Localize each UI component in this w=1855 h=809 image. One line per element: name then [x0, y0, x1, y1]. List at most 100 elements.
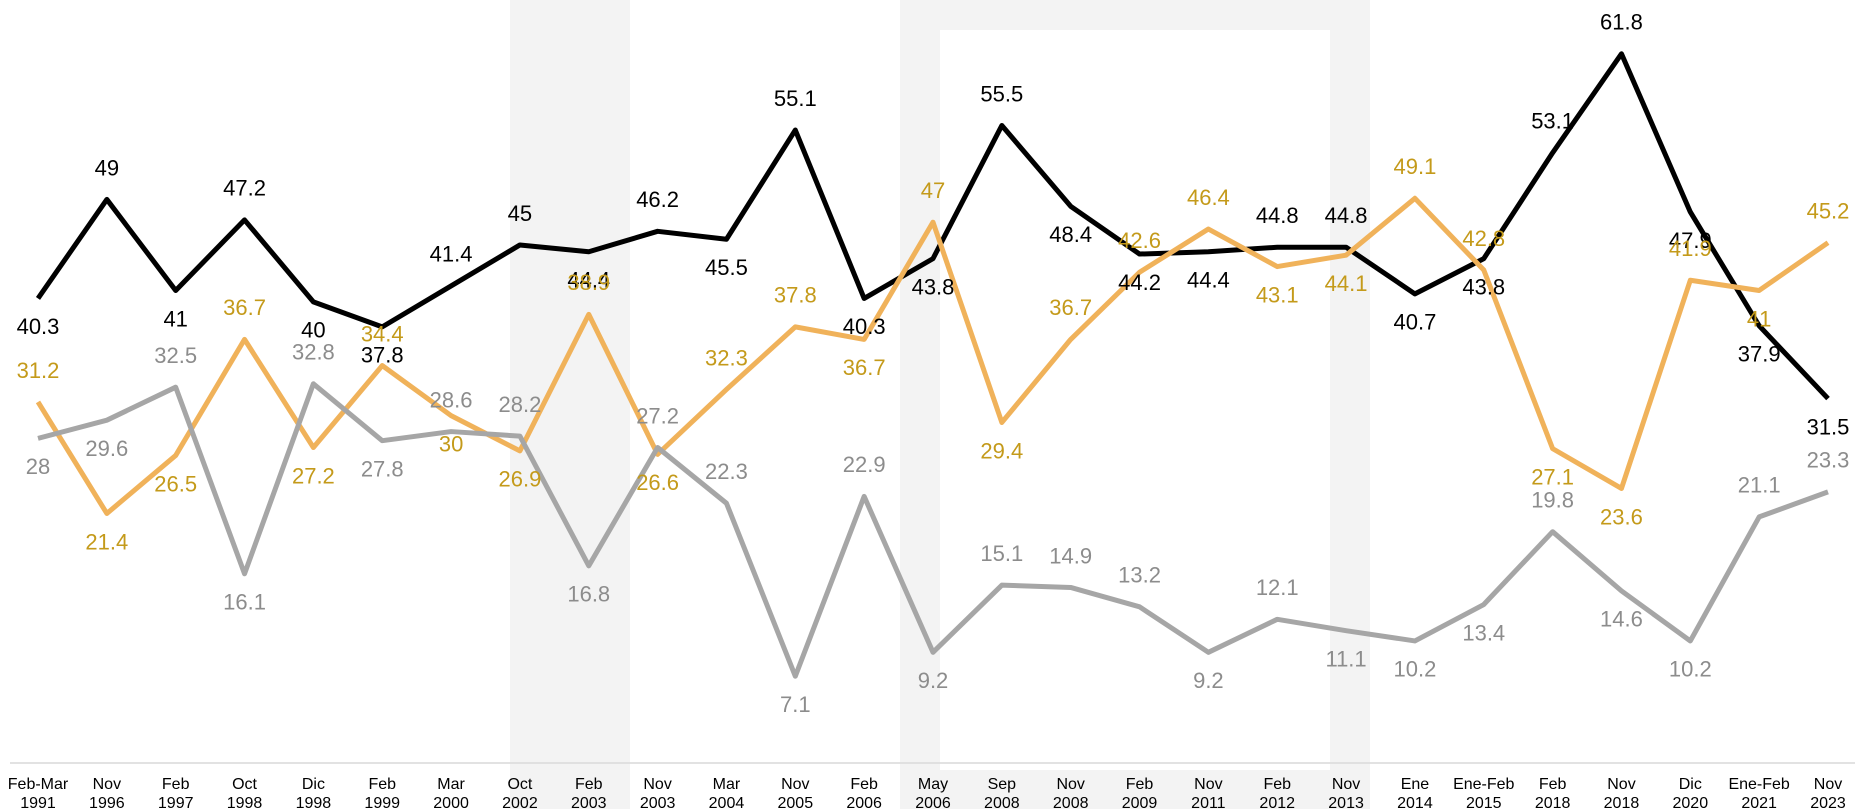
x-tick-label-line: 1997 — [158, 795, 194, 809]
data-label: 28 — [26, 454, 50, 479]
x-tick-label: Mar 2000 — [433, 776, 469, 809]
x-tick-label: Nov 2008 — [1053, 776, 1089, 809]
data-label: 36.7 — [843, 355, 886, 380]
data-label: 32.3 — [705, 345, 748, 370]
x-tick-label-line: 2023 — [1810, 795, 1846, 809]
x-tick-label: Nov 2011 — [1191, 776, 1226, 809]
x-tick-label-line: Feb — [1263, 776, 1291, 793]
x-tick-label-line: 2003 — [640, 795, 676, 809]
data-label: 45 — [508, 201, 532, 226]
x-tick-label-line: Sep — [988, 776, 1017, 793]
data-label: 11.1 — [1325, 647, 1366, 672]
data-label: 53.1 — [1531, 109, 1574, 134]
data-label: 44.2 — [1118, 270, 1161, 295]
data-label: 12.1 — [1256, 575, 1299, 600]
x-tick-label: Nov 2023 — [1810, 776, 1846, 809]
x-tick-label-line: Mar — [713, 776, 741, 793]
data-label: 49.1 — [1394, 154, 1437, 179]
data-label: 46.4 — [1187, 185, 1230, 210]
data-label: 40 — [301, 318, 325, 343]
data-label: 13.2 — [1118, 563, 1161, 588]
data-label: 27.8 — [361, 456, 404, 481]
data-label: 45.5 — [705, 255, 748, 280]
data-label: 37.8 — [361, 343, 404, 368]
data-label: 28.2 — [499, 392, 542, 417]
x-tick-label: Feb 1999 — [364, 776, 400, 809]
x-tick-label-line: 1998 — [227, 795, 263, 809]
data-label: 45.2 — [1807, 198, 1850, 223]
data-label: 13.4 — [1462, 620, 1505, 645]
data-label: 31.5 — [1807, 414, 1850, 439]
data-label: 9.2 — [1193, 668, 1224, 693]
data-label: 23.6 — [1600, 504, 1643, 529]
data-label: 15.1 — [980, 541, 1023, 566]
data-label: 26.5 — [154, 471, 197, 496]
data-label: 29.6 — [85, 436, 128, 461]
data-label: 10.2 — [1394, 657, 1437, 682]
data-label: 36.7 — [1049, 295, 1092, 320]
x-tick-label-line: 2018 — [1535, 795, 1571, 809]
x-tick-label-line: Nov — [781, 776, 809, 793]
data-label: 34.4 — [361, 321, 404, 346]
x-tick-label-line: 2006 — [846, 795, 882, 809]
x-tick-label-line: Ene-Feb — [1453, 776, 1514, 793]
data-label: 7.1 — [780, 692, 811, 717]
data-label: 14.9 — [1049, 543, 1092, 568]
data-label: 30 — [439, 431, 463, 456]
data-label: 22.3 — [705, 459, 748, 484]
x-tick-label-line: 2005 — [778, 795, 814, 809]
data-label: 22.9 — [843, 452, 886, 477]
x-tick-label-line: 2008 — [1053, 795, 1089, 809]
data-label: 28.6 — [430, 387, 473, 412]
x-tick-label: Ene-Feb 2021 — [1728, 776, 1789, 809]
data-label: 37.9 — [1738, 342, 1781, 367]
x-tick-label: Feb 2009 — [1122, 776, 1158, 809]
data-label: 21.4 — [85, 529, 128, 554]
x-tick-label-line: 2018 — [1604, 795, 1640, 809]
x-tick-label-line: Nov — [1814, 776, 1842, 793]
x-tick-label: May 2006 — [915, 776, 951, 809]
x-tick-label-line: Feb-Mar — [8, 776, 69, 793]
x-tick-label: Sep 2008 — [984, 776, 1020, 809]
data-label: 16.1 — [223, 590, 266, 615]
data-label: 44.4 — [567, 268, 610, 293]
x-tick-label-line: Feb — [575, 776, 603, 793]
data-label: 49 — [95, 155, 119, 180]
x-tick-label-line: 2002 — [502, 795, 538, 809]
data-label: 23.3 — [1807, 448, 1850, 473]
data-label: 46.2 — [636, 187, 679, 212]
x-tick-label-line: Feb — [850, 776, 878, 793]
data-label: 40.3 — [17, 314, 60, 339]
data-label: 9.2 — [918, 668, 949, 693]
x-tick-label: Dic 1998 — [296, 776, 332, 809]
data-label: 40.3 — [843, 314, 886, 339]
x-tick-label: Ene 2014 — [1397, 776, 1433, 809]
x-tick-label-line: Nov — [1056, 776, 1084, 793]
x-tick-label-line: 2021 — [1741, 795, 1777, 809]
x-tick-label-line: Feb — [1539, 776, 1567, 793]
data-label: 41.4 — [430, 242, 473, 267]
x-tick-label-line: Oct — [232, 776, 257, 793]
data-label: 48.4 — [1049, 222, 1092, 247]
data-label: 41.9 — [1669, 236, 1712, 261]
data-label: 26.6 — [636, 470, 679, 495]
data-label: 37.8 — [774, 283, 817, 308]
data-label: 40.7 — [1394, 310, 1437, 335]
data-label: 27.2 — [636, 403, 679, 428]
x-tick-label: Nov 2018 — [1604, 776, 1640, 809]
x-tick-label-line: 2009 — [1122, 795, 1158, 809]
x-tick-label: Feb 2003 — [571, 776, 607, 809]
data-label: 36.7 — [223, 295, 266, 320]
x-tick-label: Ene-Feb 2015 — [1453, 776, 1514, 809]
x-tick-label-line: May — [918, 776, 948, 793]
data-label: 43.8 — [1462, 274, 1505, 299]
x-tick-label-line: 2015 — [1466, 795, 1502, 809]
x-tick-label-line: Ene-Feb — [1728, 776, 1789, 793]
x-tick-label: Nov 1996 — [89, 776, 125, 809]
x-tick-label-line: Feb — [1126, 776, 1154, 793]
data-label: 47 — [921, 178, 945, 203]
x-tick-label: Feb 2006 — [846, 776, 882, 809]
x-tick-label: Nov 2003 — [640, 776, 676, 809]
x-tick-label-line: Mar — [437, 776, 465, 793]
